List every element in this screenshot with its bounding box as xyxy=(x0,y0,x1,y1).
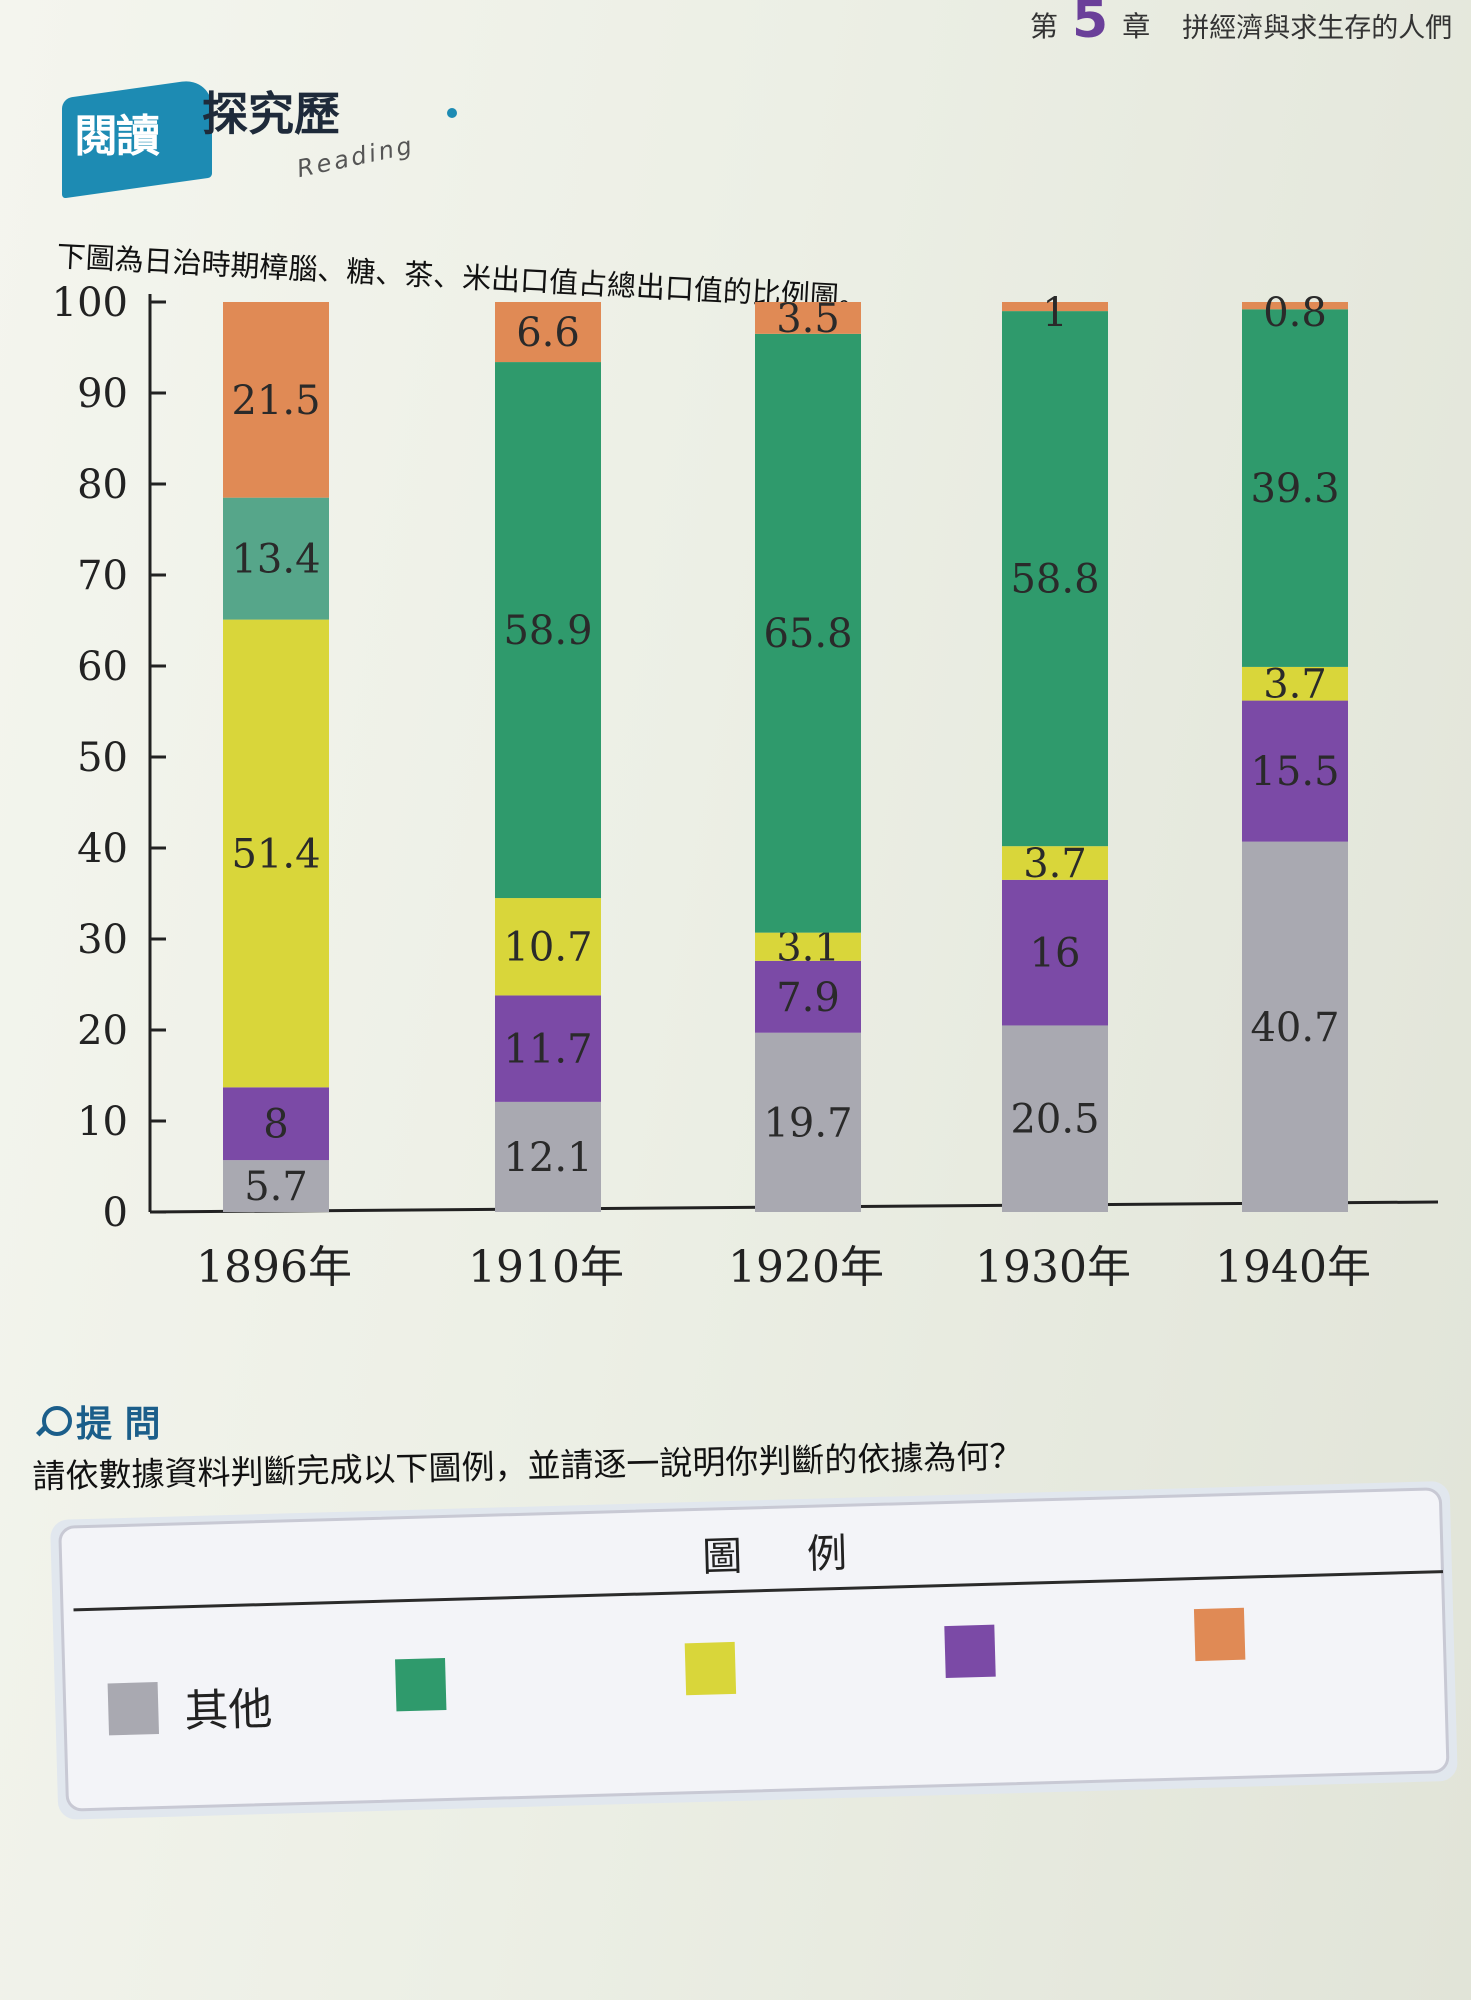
y-tick-label: 30 xyxy=(77,917,128,963)
bar-segment xyxy=(1242,302,1348,310)
x-tick-label: 1910年 xyxy=(468,1242,624,1293)
data-label: 5.7 xyxy=(244,1164,308,1210)
x-tick-label: 1920年 xyxy=(728,1242,884,1293)
data-label: 58.9 xyxy=(503,608,592,654)
data-label: 13.4 xyxy=(231,537,320,583)
data-label: 12.1 xyxy=(503,1135,592,1181)
chapter-number: 5 xyxy=(1072,0,1109,50)
legend-item-3 xyxy=(684,1641,762,1696)
chapter-title: 拼經濟與求生存的人們 xyxy=(1182,12,1453,44)
legend-item-4 xyxy=(944,1624,1021,1679)
y-tick-label: 100 xyxy=(52,280,128,326)
data-label: 3.7 xyxy=(1023,841,1087,887)
bar-segment xyxy=(755,1032,861,1212)
chapter-header: 第 5 章 拼經濟與求生存的人們 xyxy=(1030,0,1452,50)
bar-segment xyxy=(223,1087,329,1161)
data-label: 20.5 xyxy=(1010,1097,1099,1143)
data-label: 0.8 xyxy=(1263,290,1327,336)
legend-swatch xyxy=(1193,1607,1246,1662)
legend-item-5 xyxy=(1193,1607,1271,1662)
legend-label: 其他 xyxy=(183,1683,274,1738)
legend-item-2 xyxy=(395,1657,472,1712)
x-tick-label: 1930年 xyxy=(975,1242,1131,1293)
data-label: 16 xyxy=(1030,931,1081,977)
x-tick-label: 1896年 xyxy=(196,1242,352,1293)
legend-title: 圖 例 xyxy=(701,1530,874,1581)
legend-swatch xyxy=(684,1641,737,1696)
data-label: 40.7 xyxy=(1250,1005,1339,1051)
bar-segment xyxy=(223,619,329,1088)
stacked-bar-chart: 0 10 20 30 40 50 60 70 80 90 100 5.7 8 51.4 13.4 21.5 18… xyxy=(52,280,1439,1293)
legend-swatch xyxy=(107,1682,160,1736)
bar-segment xyxy=(495,995,601,1102)
bar-segment xyxy=(1002,311,1108,847)
bar-segment xyxy=(1242,700,1348,842)
bar-segment xyxy=(1242,841,1348,1212)
bar-segment xyxy=(223,497,329,620)
data-label: 8 xyxy=(263,1102,288,1148)
legend-item-other: 其他 xyxy=(107,1673,273,1742)
data-label: 58.8 xyxy=(1010,557,1099,603)
bar-segment xyxy=(495,362,601,899)
bar-segment xyxy=(495,302,601,363)
question-heading-label: 提 問 xyxy=(76,1404,161,1445)
data-label: 65.8 xyxy=(763,611,852,657)
data-label: 51.4 xyxy=(231,831,320,877)
y-tick-label: 20 xyxy=(77,1008,128,1054)
legend-body: 圖 例 其他 xyxy=(58,1487,1450,1812)
bar-segment xyxy=(755,333,861,933)
y-tick-label: 80 xyxy=(77,462,128,508)
data-label: 1 xyxy=(1042,290,1067,336)
data-label: 19.7 xyxy=(763,1100,852,1146)
bar-segment xyxy=(755,960,861,1033)
dot-icon xyxy=(447,108,457,118)
bar-segment xyxy=(495,898,601,996)
section-title: 探究歷 xyxy=(202,87,340,141)
question-heading: 提 問 xyxy=(35,1395,161,1447)
bar-segment xyxy=(1002,302,1108,312)
bar-segment xyxy=(1242,309,1348,667)
data-label: 3.7 xyxy=(1263,662,1327,708)
bar-segment xyxy=(495,1101,601,1212)
bar-segment xyxy=(1002,879,1108,1026)
legend-swatch xyxy=(944,1624,996,1679)
chapter-suffix: 章 xyxy=(1122,10,1151,43)
data-label: 39.3 xyxy=(1250,466,1339,512)
y-tick-label: 90 xyxy=(77,371,128,417)
y-tick-label: 50 xyxy=(77,735,128,781)
y-tick-label: 70 xyxy=(77,553,128,599)
legend-swatch xyxy=(395,1658,447,1712)
data-label: 3.5 xyxy=(776,296,840,342)
data-label: 21.5 xyxy=(231,378,320,424)
badge-label: 閱讀 xyxy=(74,111,160,162)
section-badge: 閱讀 探究歷 Reading xyxy=(52,58,472,208)
data-label: 10.7 xyxy=(503,925,592,971)
bar-segment xyxy=(223,1160,329,1212)
bar-segment xyxy=(755,932,861,961)
bar-segment xyxy=(223,302,329,498)
bar-segment xyxy=(755,302,861,334)
y-tick-label: 60 xyxy=(77,644,128,690)
bar-segment xyxy=(1002,1025,1108,1212)
legend-panel: 圖 例 其他 xyxy=(50,1480,1458,1820)
data-label: 15.5 xyxy=(1250,749,1339,795)
y-tick-label: 40 xyxy=(77,826,128,872)
magnifier-icon xyxy=(35,1404,72,1438)
x-tick-label: 1940年 xyxy=(1215,1242,1371,1293)
bar-segment xyxy=(1242,666,1348,701)
data-label: 11.7 xyxy=(503,1027,592,1073)
data-label: 7.9 xyxy=(776,975,840,1021)
y-tick-label: 10 xyxy=(77,1099,128,1145)
chapter-prefix: 第 xyxy=(1030,10,1059,43)
data-label: 6.6 xyxy=(516,310,580,356)
y-tick-label: 0 xyxy=(103,1190,128,1236)
bar-segment xyxy=(1002,846,1108,880)
